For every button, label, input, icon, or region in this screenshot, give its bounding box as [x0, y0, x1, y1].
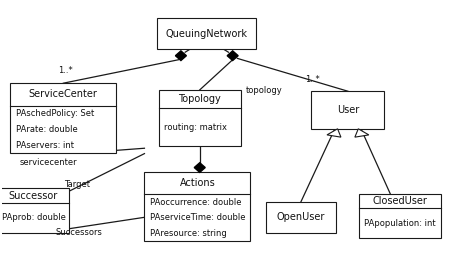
Text: PAschedPolicy: Set: PAschedPolicy: Set — [16, 109, 94, 118]
Text: Successor: Successor — [8, 191, 57, 201]
Text: routing: matrix: routing: matrix — [164, 122, 227, 132]
Text: OpenUser: OpenUser — [277, 212, 325, 222]
Text: topology: topology — [246, 86, 283, 95]
Text: PAservers: int: PAservers: int — [16, 141, 74, 150]
Bar — [10, 83, 116, 153]
Polygon shape — [227, 51, 238, 60]
Text: ServiceCenter: ServiceCenter — [29, 89, 98, 99]
Bar — [311, 91, 384, 129]
Text: PAprob: double: PAprob: double — [2, 213, 66, 222]
Bar — [0, 188, 69, 233]
Text: servicecenter: servicecenter — [20, 158, 77, 167]
Text: PApopulation: int: PApopulation: int — [364, 218, 436, 228]
Text: PAresource: string: PAresource: string — [150, 228, 227, 237]
Text: Successors: Successors — [55, 228, 102, 237]
Text: PAoccurrence: double: PAoccurrence: double — [150, 198, 242, 207]
Text: User: User — [337, 105, 359, 115]
Bar — [145, 172, 250, 241]
Text: Actions: Actions — [180, 178, 215, 188]
Text: 1..*: 1..* — [306, 75, 320, 84]
Bar — [358, 194, 441, 238]
Text: Target: Target — [64, 180, 91, 189]
Text: ClosedUser: ClosedUser — [372, 196, 427, 206]
Polygon shape — [175, 51, 186, 60]
Text: Topology: Topology — [178, 94, 221, 104]
Polygon shape — [355, 129, 369, 137]
Text: 1..*: 1..* — [59, 66, 73, 75]
Bar — [157, 18, 256, 49]
Text: PAserviceTime: double: PAserviceTime: double — [150, 213, 246, 222]
Polygon shape — [194, 163, 205, 172]
Polygon shape — [327, 129, 341, 137]
Bar — [159, 90, 241, 146]
Bar — [265, 202, 336, 233]
Text: PArate: double: PArate: double — [16, 125, 78, 134]
Text: QueuingNetwork: QueuingNetwork — [166, 28, 248, 38]
